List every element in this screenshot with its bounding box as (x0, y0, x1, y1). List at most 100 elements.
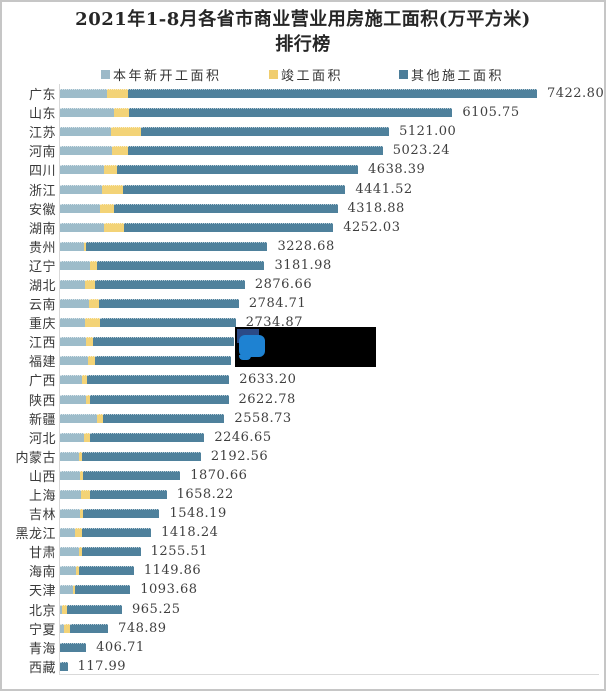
value-label: 4638.39 (368, 162, 426, 178)
segment-new-start (60, 337, 87, 347)
plot-area: 广东 7422.80 山东 6105.75 江苏 5121.00 河南 5023.24 四川 46… (2, 84, 605, 676)
segment-other (89, 432, 205, 442)
segment-new-start (60, 509, 81, 519)
segment-other (100, 318, 236, 328)
segment-other (90, 490, 167, 500)
segment-completed (85, 394, 91, 404)
category-label: 广西 (28, 374, 56, 390)
bar-row: 上海 1658.22 (2, 485, 604, 505)
value-label: 5121.00 (399, 124, 457, 140)
legend-label-new-start: 本年新开工面积 (113, 68, 222, 84)
value-label: 117.99 (77, 658, 127, 674)
category-label: 青海 (28, 641, 56, 657)
bar-track: 2784.71 (60, 294, 604, 313)
bar-track: 1548.19 (60, 504, 604, 523)
bar-track: 6105.75 (60, 103, 604, 122)
value-label: 2734.87 (245, 315, 303, 331)
value-label: 7422.80 (546, 86, 605, 102)
y-axis-line (59, 84, 60, 674)
value-label: 3228.68 (277, 238, 335, 254)
bar-row: 广西 2633.20 (2, 370, 604, 390)
bar-track: 1255.51 (60, 542, 604, 561)
segment-completed (81, 375, 87, 385)
segment-other (75, 585, 131, 595)
segment-other (90, 394, 229, 404)
category-label: 福建 (28, 355, 56, 371)
bar-row: 宁夏 748.89 (2, 619, 604, 638)
category-label: 江西 (28, 336, 56, 352)
bar-row: 河北 2246.65 (2, 428, 604, 447)
segment-other (69, 623, 109, 633)
category-label: 安徽 (28, 202, 56, 218)
x-axis-line (59, 674, 599, 675)
chart-title: 2021年1-8月各省市商业营业用房施工面积(万平方米) 排行榜 (2, 7, 604, 57)
segment-new-start (60, 547, 80, 557)
bar-row: 天津 1093.68 (2, 580, 604, 599)
segment-completed (85, 279, 95, 289)
value-label: 1093.68 (140, 582, 198, 598)
segment-completed (84, 241, 87, 251)
segment-other (129, 108, 453, 118)
bar-row: 河南 5023.24 (2, 141, 604, 160)
segment-completed (85, 318, 101, 328)
segment-completed (96, 413, 104, 423)
segment-new-start (60, 318, 86, 328)
category-label: 云南 (28, 298, 56, 314)
category-label: 山东 (28, 107, 56, 123)
segment-other (140, 127, 390, 137)
bar-track: 2876.66 (60, 275, 604, 294)
bar-row: 黑龙江 1418.24 (2, 523, 604, 542)
category-label: 西藏 (28, 660, 56, 676)
legend-item-other: 其他施工面积 (399, 66, 504, 84)
bar-row: 浙江 4441.52 (2, 179, 604, 199)
value-label: 1255.51 (150, 544, 208, 560)
bar-track: 2246.65 (60, 428, 604, 447)
segment-completed (81, 490, 91, 500)
value-label: 1548.19 (169, 506, 227, 522)
segment-completed (80, 509, 84, 519)
bar-row: 重庆 2734.87 (2, 313, 604, 333)
value-label: 2633.20 (239, 372, 297, 388)
bar-track: 3181.98 (60, 256, 604, 275)
segment-completed (79, 547, 83, 557)
value-label: 1149.86 (143, 563, 202, 579)
bar-row: 山西 1870.66 (2, 466, 604, 485)
category-label: 湖北 (28, 278, 56, 294)
bar-track: 2734.87 (60, 313, 604, 332)
category-label: 四川 (28, 164, 56, 180)
segment-other (128, 89, 537, 99)
segment-completed (99, 203, 114, 213)
bar-track: 5023.24 (60, 141, 604, 160)
bar-row: 云南 2784.71 (2, 294, 604, 314)
value-label: 6105.75 (462, 105, 520, 121)
category-label: 浙江 (28, 183, 56, 199)
value-label: 1418.24 (161, 525, 219, 541)
value-label: 965.25 (132, 601, 181, 617)
segment-completed (104, 165, 117, 175)
segment-completed (83, 432, 90, 442)
segment-other (86, 375, 230, 385)
segment-new-start (60, 222, 104, 232)
bar-row: 海南 1149.86 (2, 561, 604, 580)
bar-track: 2558.73 (60, 409, 604, 428)
bar-row: 新疆 2558.73 (2, 409, 604, 428)
value-label: 2622.78 (238, 391, 296, 407)
bar-row: 西藏 117.99 (2, 657, 604, 676)
category-label: 内蒙古 (15, 450, 56, 466)
censor-box (235, 327, 376, 367)
value-label: 1658.22 (176, 487, 234, 503)
segment-completed (61, 604, 67, 614)
segment-completed (89, 260, 97, 270)
value-label: 5023.24 (392, 143, 451, 159)
category-label: 山西 (28, 469, 56, 485)
bar-row: 辽宁 3181.98 (2, 256, 604, 275)
segment-other (93, 337, 234, 347)
segment-new-start (60, 566, 77, 576)
value-label: 406.71 (96, 639, 145, 655)
value-label: 2784.71 (248, 296, 307, 312)
bar-track: 4252.03 (60, 218, 604, 237)
segment-other (103, 413, 225, 423)
category-label: 重庆 (28, 317, 56, 333)
bar-track: 748.89 (60, 619, 604, 638)
category-label: 上海 (28, 489, 56, 505)
